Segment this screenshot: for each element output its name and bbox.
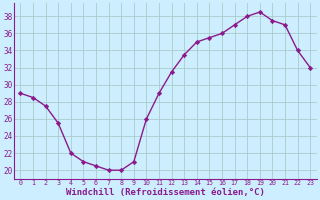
X-axis label: Windchill (Refroidissement éolien,°C): Windchill (Refroidissement éolien,°C) — [66, 188, 265, 197]
